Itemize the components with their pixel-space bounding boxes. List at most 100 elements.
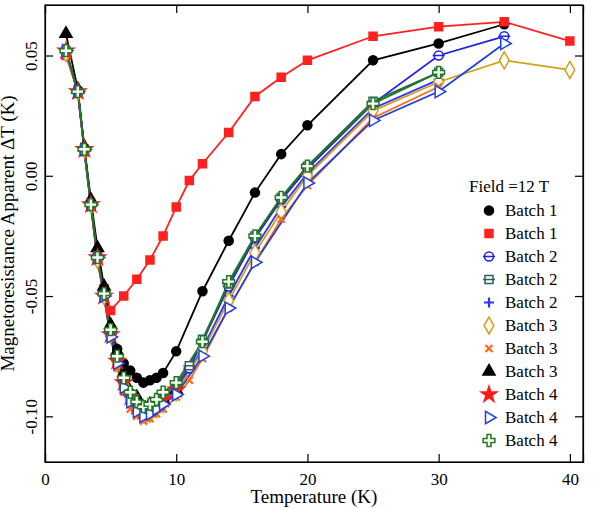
data-point: [250, 188, 259, 197]
tick-mark: [307, 5, 308, 13]
chart: 010203040-0.10-0.050.000.05Temperature (…: [0, 0, 594, 509]
tick: 10: [168, 454, 185, 489]
tick: [575, 56, 583, 57]
x-axis: 010203040: [41, 454, 583, 489]
tick-label: 40: [562, 470, 579, 489]
tick-label: 0.05: [22, 41, 41, 71]
tick: -0.10: [22, 399, 53, 434]
data-point: [223, 276, 235, 288]
data-point: [78, 143, 90, 155]
data-point: [83, 196, 99, 211]
legend-label: Batch 2: [505, 293, 557, 312]
data-point: [304, 177, 315, 189]
y-axis-title: Magnetoresistance Apparent ΔT (K): [0, 95, 19, 371]
legend-label: Batch 1: [505, 201, 557, 220]
data-point: [72, 86, 84, 98]
data-point: [60, 45, 72, 57]
tick-mark: [439, 5, 440, 13]
y-axis: -0.10 -0.05 0.00 0.05: [22, 6, 53, 463]
data-point: [185, 177, 193, 185]
tick: [307, 5, 308, 13]
data-point: [303, 121, 312, 130]
y-axis-right: [575, 6, 584, 463]
data-point: [277, 150, 286, 159]
plot-frame: [45, 5, 583, 462]
tick-mark: [575, 176, 583, 177]
tick-mark: [45, 55, 53, 56]
x-axis-top: [46, 5, 584, 13]
legend-marker: [483, 276, 495, 284]
legend-marker: [483, 252, 495, 261]
data-point: [434, 39, 443, 48]
data-point: [107, 306, 115, 314]
data-point: [146, 256, 154, 264]
data-point: [303, 56, 311, 64]
tick-label: 0: [41, 470, 50, 489]
data-point: [98, 288, 110, 300]
data-point: [198, 287, 207, 296]
legend-marker: [483, 435, 495, 447]
data-point: [251, 92, 259, 100]
data-point: [251, 256, 262, 268]
tick-label: 0.00: [22, 161, 41, 191]
tick-mark: [45, 296, 53, 297]
data-point: [224, 236, 233, 245]
data-point: [85, 199, 97, 211]
data-point: [275, 192, 287, 204]
tick: [575, 416, 583, 417]
series-line: [66, 34, 176, 404]
tick: -0.05: [22, 279, 53, 314]
tick-mark: [575, 55, 583, 56]
tick: [439, 5, 440, 13]
data-point: [499, 52, 509, 69]
data-point: [277, 73, 285, 81]
legend-marker: [485, 411, 496, 423]
legend-label: Batch 4: [505, 408, 558, 427]
data-point: [111, 350, 123, 362]
tick: 40: [562, 454, 579, 489]
data-point: [118, 372, 130, 384]
series-line: [66, 36, 504, 411]
data-point: [182, 373, 196, 387]
legend-marker: [481, 386, 497, 401]
axis-line: [46, 454, 584, 463]
data-point: [222, 301, 236, 315]
data-point: [96, 288, 112, 303]
tick-mark: [570, 5, 571, 13]
legend-label: Batch 4: [505, 385, 558, 404]
data-point: [249, 230, 261, 242]
data-point: [183, 362, 195, 370]
legend-marker: [483, 364, 495, 375]
tick-mark: [307, 454, 308, 462]
data-point: [173, 389, 184, 401]
data-point: [76, 141, 92, 156]
tick: [570, 5, 571, 13]
data-point: [369, 56, 378, 65]
data-point: [159, 232, 167, 240]
legend-label: Batch 3: [505, 316, 557, 335]
axis-line: [46, 6, 54, 463]
data-point: [170, 377, 182, 389]
data-point: [172, 347, 181, 356]
tick-mark: [176, 5, 177, 13]
axis-line: [575, 6, 584, 463]
series-line: [66, 53, 570, 414]
tick-label: -0.10: [22, 399, 41, 434]
legend-marker: [482, 341, 496, 355]
data-point: [302, 160, 314, 172]
tick: [575, 176, 583, 177]
data-point: [70, 83, 86, 98]
series-line: [66, 43, 504, 416]
data-point: [500, 18, 508, 26]
legend-title: Field =12 T: [469, 177, 550, 196]
tick-label: 30: [431, 470, 448, 489]
tick-mark: [45, 416, 53, 417]
series-line: [66, 51, 439, 407]
tick-mark: [575, 296, 583, 297]
data-point: [159, 368, 168, 377]
data-point: [157, 386, 169, 398]
legend-label: Batch 3: [505, 339, 557, 358]
legend-marker: [484, 317, 494, 334]
legend-marker: [484, 298, 494, 308]
data-point: [172, 203, 180, 211]
